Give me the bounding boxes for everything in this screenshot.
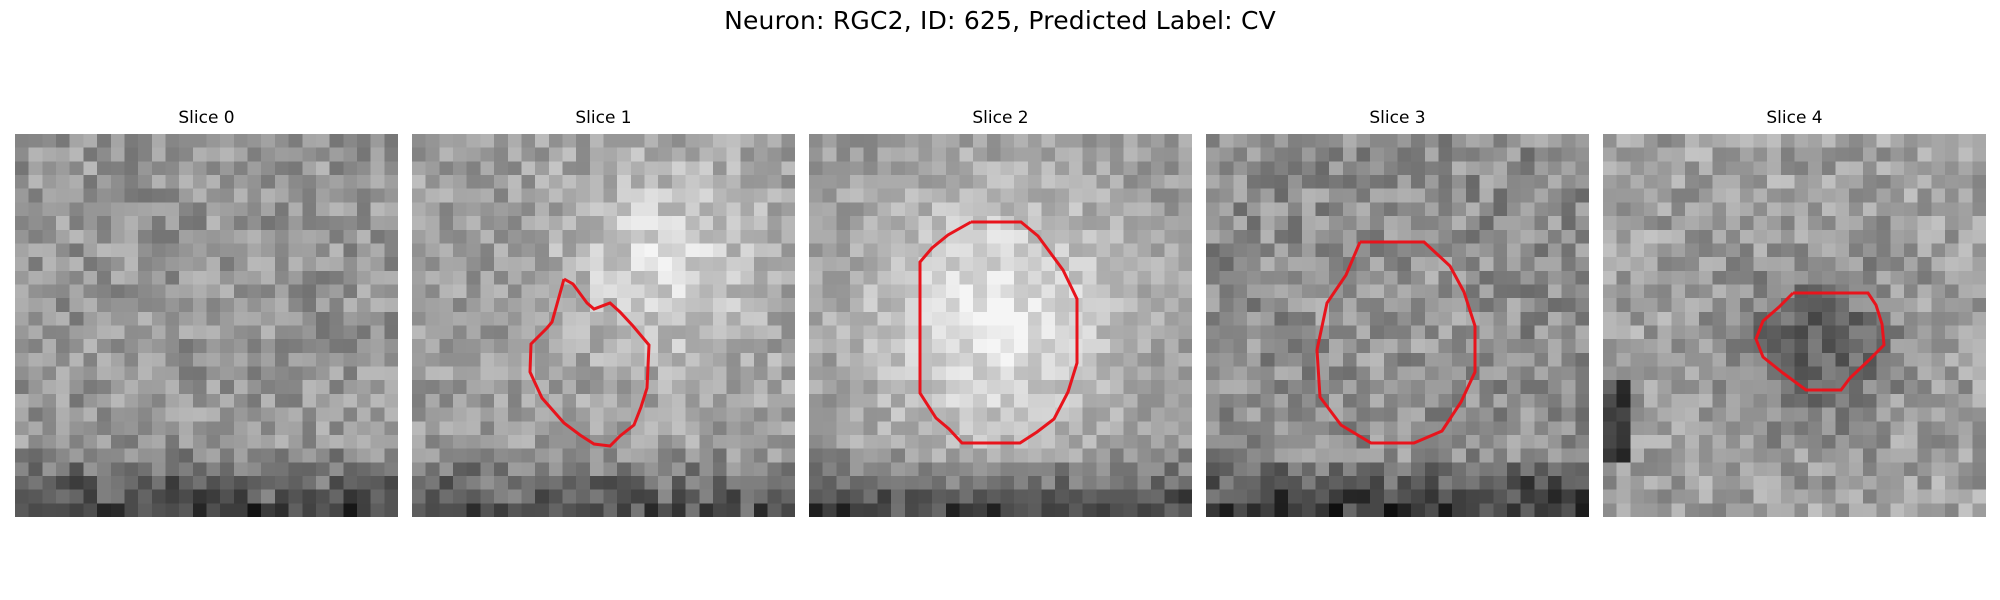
slice-title: Slice 0 [178, 108, 235, 128]
slice-image [1206, 134, 1589, 517]
microscopy-image [412, 134, 795, 517]
roi-overlay [1315, 240, 1477, 445]
roi-contour [1315, 240, 1477, 445]
microscopy-image [809, 134, 1192, 517]
slice-title: Slice 3 [1369, 108, 1426, 128]
slice-title: Slice 2 [972, 108, 1029, 128]
slice-panel-3: Slice 3 [1206, 106, 1589, 517]
slice-image [809, 134, 1192, 517]
slice-panel-4: Slice 4 [1603, 106, 1986, 517]
roi-overlay [528, 277, 651, 448]
roi-overlay [1754, 291, 1886, 392]
slice-panel-1: Slice 1 [412, 106, 795, 517]
slice-image [15, 134, 398, 517]
slice-image [412, 134, 795, 517]
roi-contour [918, 220, 1079, 445]
slice-title: Slice 1 [575, 108, 632, 128]
slice-image [1603, 134, 1986, 517]
roi-contour [528, 277, 651, 448]
microscopy-image [1206, 134, 1589, 517]
microscopy-image [1603, 134, 1986, 517]
slice-panel-0: Slice 0 [15, 106, 398, 517]
microscopy-image [15, 134, 398, 517]
roi-contour [1754, 291, 1886, 392]
slice-panel-2: Slice 2 [809, 106, 1192, 517]
figure-title: Neuron: RGC2, ID: 625, Predicted Label: … [724, 6, 1276, 35]
roi-overlay [918, 220, 1079, 445]
slice-title: Slice 4 [1766, 108, 1823, 128]
